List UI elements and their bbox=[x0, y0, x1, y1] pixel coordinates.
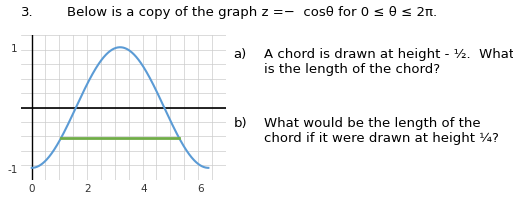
Text: 3.: 3. bbox=[21, 6, 33, 19]
Text: b): b) bbox=[233, 116, 247, 129]
Text: A chord is drawn at height - ½.  What
is the length of the chord?: A chord is drawn at height - ½. What is … bbox=[264, 48, 513, 76]
Text: Below is a copy of the graph z =−  cosθ for 0 ≤ θ ≤ 2π.: Below is a copy of the graph z =− cosθ f… bbox=[67, 6, 437, 19]
Text: What would be the length of the
chord if it were drawn at height ¼?: What would be the length of the chord if… bbox=[264, 116, 499, 144]
Text: a): a) bbox=[233, 48, 247, 61]
